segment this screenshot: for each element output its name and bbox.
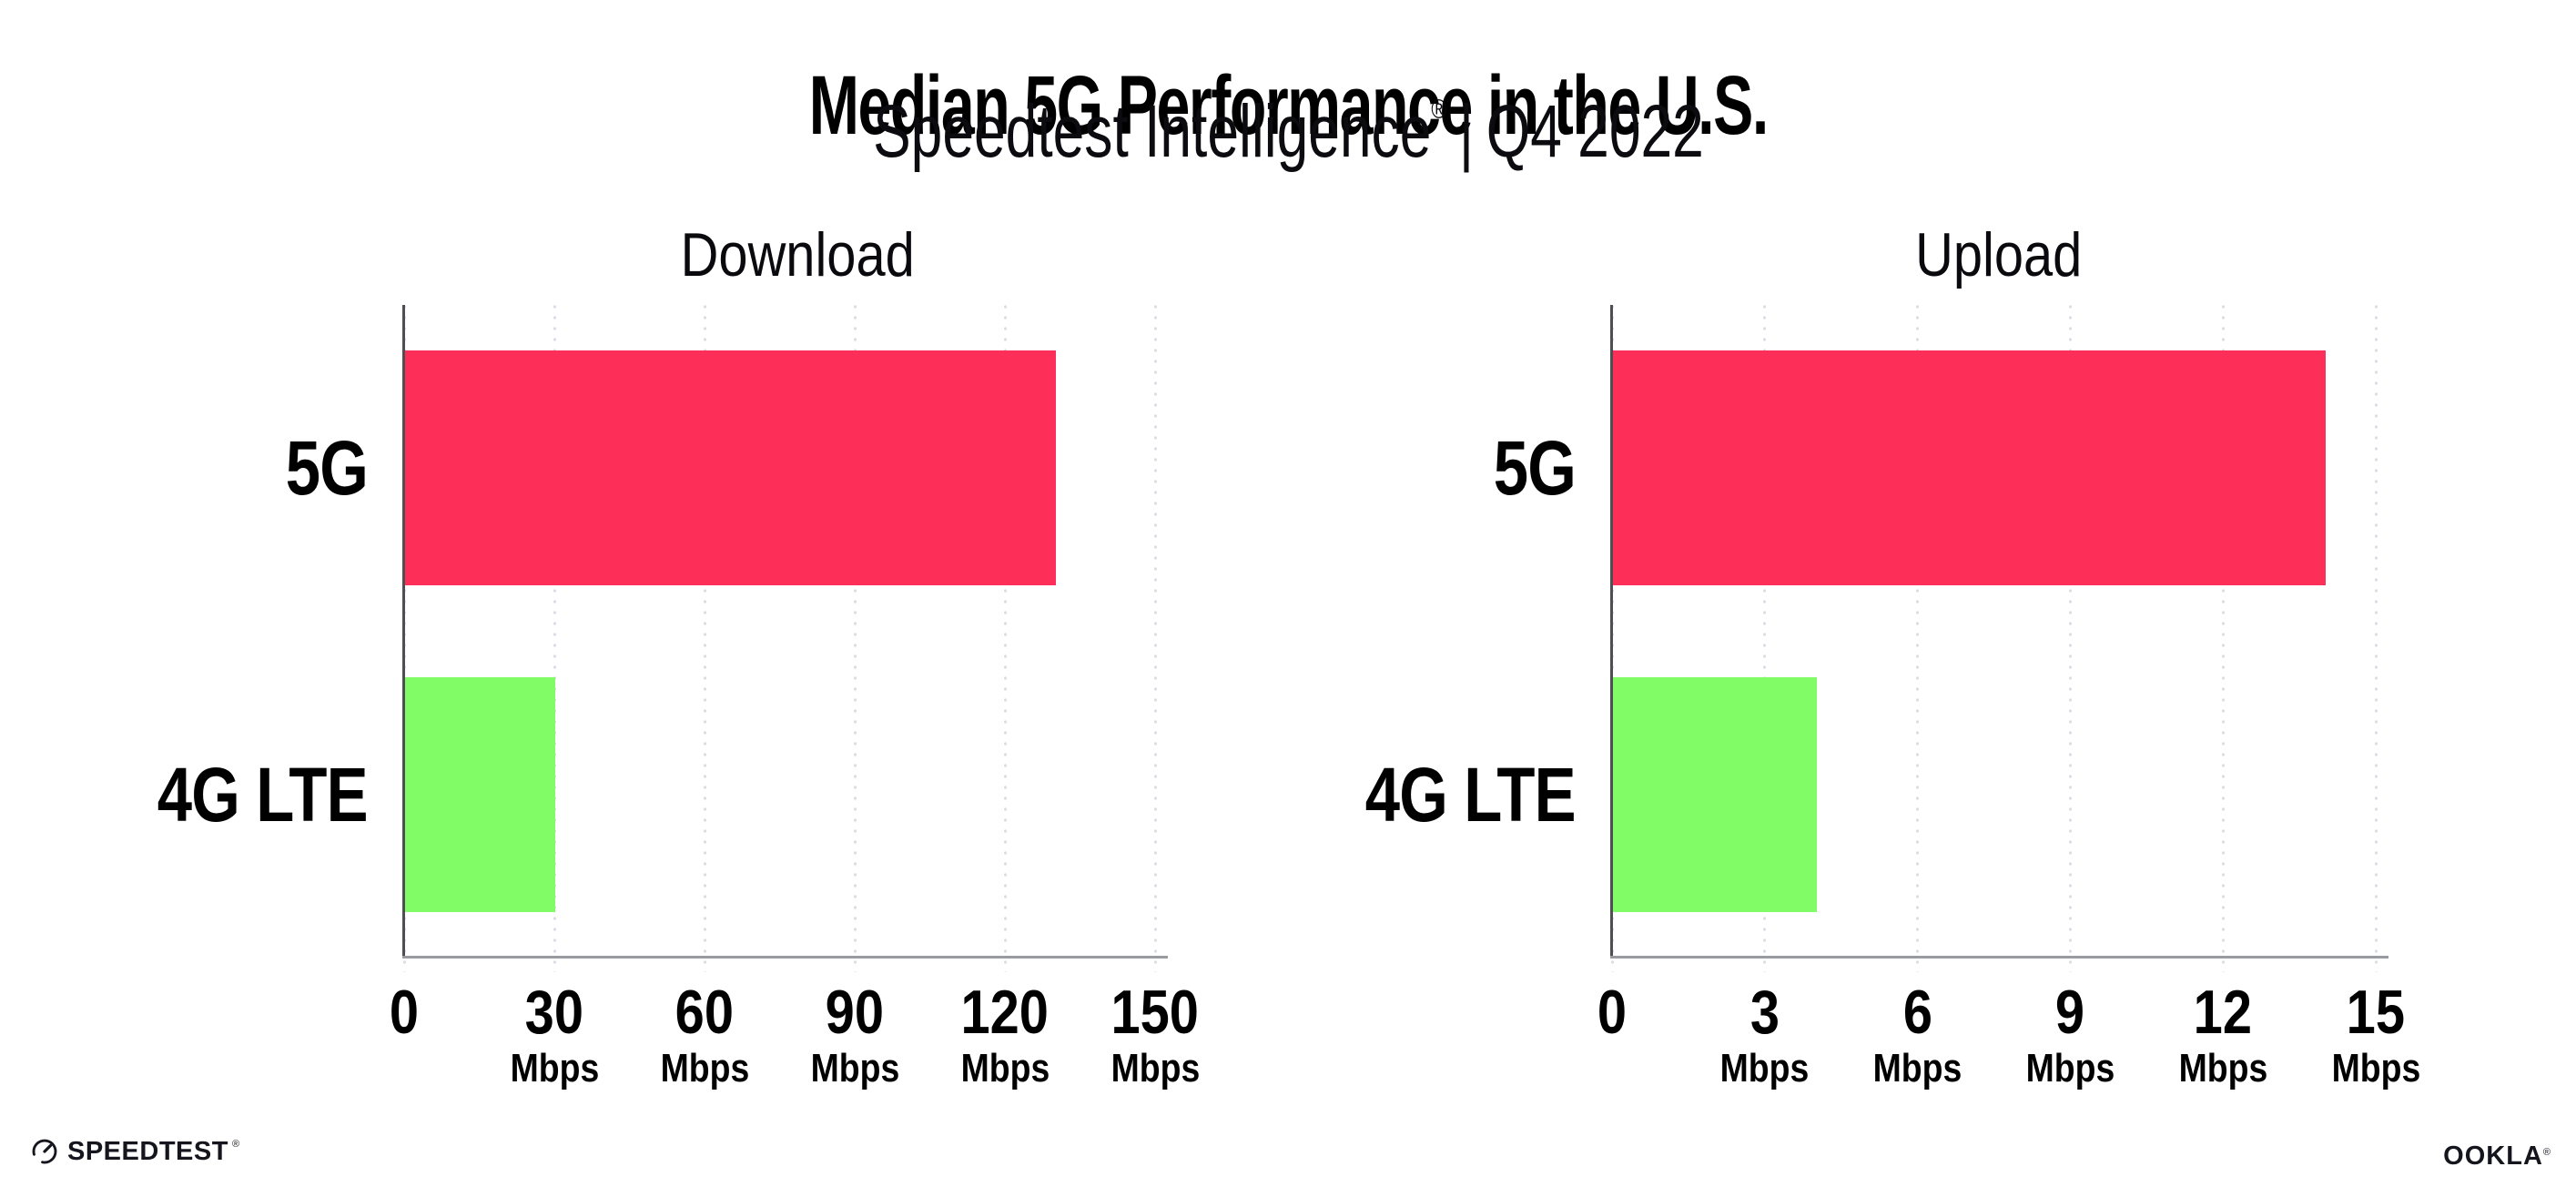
gridline bbox=[703, 305, 706, 972]
chart-title-text: Download bbox=[680, 220, 915, 289]
x-tick-value: 6 bbox=[1902, 978, 1932, 1047]
chart-title-text: Upload bbox=[1915, 220, 2083, 289]
bar-5g bbox=[1613, 350, 2327, 586]
speedtest-logo: SPEEDTEST ® bbox=[31, 1138, 239, 1165]
x-tick-unit-text: Mbps bbox=[1719, 1046, 1810, 1090]
gridline bbox=[2374, 305, 2378, 972]
subtitle-period: Q4 2022 bbox=[1486, 90, 1704, 173]
gridline bbox=[1003, 305, 1007, 972]
page-title: Median 5G Performance in the U.S. bbox=[0, 64, 2576, 147]
page-title-text: Median 5G Performance in the U.S. bbox=[808, 58, 1769, 152]
ookla-wordmark: OOKLA bbox=[2443, 1141, 2543, 1171]
bar-5g bbox=[405, 350, 1056, 586]
x-tick-value: 120 bbox=[960, 978, 1050, 1047]
x-tick-value: 9 bbox=[2055, 978, 2085, 1047]
x-tick-unit-text: Mbps bbox=[2331, 1046, 2420, 1090]
x-tick-value: 3 bbox=[1749, 978, 1780, 1047]
x-axis bbox=[402, 956, 1168, 959]
y-axis bbox=[1610, 305, 1613, 958]
gridline bbox=[1153, 305, 1157, 972]
page-subtitle: Speedtest Intelligence® | Q4 2022 bbox=[0, 95, 2576, 169]
category-label-text: 5G bbox=[1493, 425, 1577, 512]
x-tick-unit-text: Mbps bbox=[2025, 1046, 2115, 1090]
category-label-text: 5G bbox=[285, 425, 369, 512]
x-tick-unit-text: Mbps bbox=[1111, 1046, 1200, 1090]
ookla-logo: OOKLA® bbox=[2443, 1143, 2551, 1170]
bar-4g-lte bbox=[1613, 676, 1817, 912]
x-tick-value: 15 bbox=[2346, 978, 2406, 1047]
x-tick-unit-text: Mbps bbox=[1872, 1046, 1962, 1090]
bar-4g-lte bbox=[405, 676, 555, 912]
x-tick-value: 0 bbox=[389, 978, 420, 1047]
x-tick-value: 90 bbox=[825, 978, 885, 1047]
x-tick-unit-text: Mbps bbox=[810, 1046, 899, 1090]
gridline bbox=[2068, 305, 2072, 972]
category-label-text: 4G LTE bbox=[1364, 751, 1577, 837]
y-axis bbox=[402, 305, 405, 958]
subtitle-brand: Speedtest Intelligence bbox=[872, 90, 1431, 173]
subtitle-separator: | bbox=[1458, 90, 1474, 173]
x-tick-unit-text: Mbps bbox=[660, 1046, 749, 1090]
x-axis bbox=[1610, 956, 2388, 959]
x-tick-value: 150 bbox=[1111, 978, 1200, 1047]
speedtest-gauge-icon bbox=[32, 1139, 57, 1164]
speedtest-wordmark: SPEEDTEST bbox=[67, 1136, 228, 1166]
x-tick-unit-text: Mbps bbox=[960, 1046, 1050, 1090]
x-tick-unit-text: Mbps bbox=[510, 1046, 599, 1090]
registered-trademark-icon: ® bbox=[2542, 1147, 2551, 1158]
x-tick-value: 60 bbox=[674, 978, 735, 1047]
x-tick-value: 0 bbox=[1597, 978, 1628, 1047]
gridline bbox=[553, 305, 556, 972]
x-tick-unit-text: Mbps bbox=[2178, 1046, 2268, 1090]
gridline bbox=[1916, 305, 1920, 972]
registered-trademark-icon: ® bbox=[231, 1139, 240, 1150]
x-tick-value: 12 bbox=[2194, 978, 2253, 1047]
gridline bbox=[2221, 305, 2225, 972]
gridline bbox=[1763, 305, 1767, 972]
registered-trademark-icon: ® bbox=[1430, 95, 1446, 125]
x-tick-value: 30 bbox=[524, 978, 584, 1047]
category-label-text: 4G LTE bbox=[157, 751, 369, 837]
gridline bbox=[853, 305, 857, 972]
